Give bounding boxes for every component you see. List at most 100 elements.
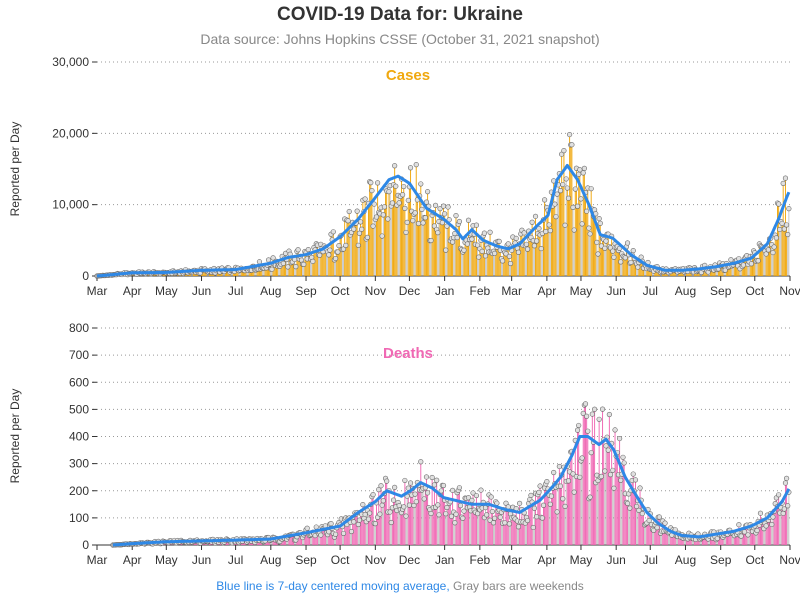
daily-bar [737, 532, 739, 545]
daily-marker [482, 253, 489, 259]
daily-bar [540, 248, 542, 276]
daily-marker [563, 176, 569, 182]
daily-bar [524, 523, 526, 545]
daily-marker [654, 525, 660, 531]
daily-bar [298, 258, 300, 276]
daily-bar [378, 212, 380, 276]
daily-marker [280, 260, 286, 266]
daily-bar [605, 241, 607, 276]
daily-bar [381, 505, 383, 545]
daily-marker [603, 238, 609, 244]
daily-bar [712, 269, 714, 276]
daily-bar [581, 223, 583, 276]
daily-bar [441, 485, 443, 545]
daily-bar [493, 251, 494, 276]
daily-bar [715, 539, 717, 545]
x-tick-label: Jan [435, 284, 454, 298]
daily-bar [404, 480, 406, 545]
daily-bar [511, 517, 513, 545]
daily-bar [513, 517, 515, 545]
daily-bar [767, 520, 769, 545]
daily-bar [386, 191, 388, 276]
daily-bar [474, 244, 476, 276]
daily-marker [552, 201, 558, 207]
x-tick-label: Nov [779, 284, 800, 298]
daily-marker [577, 167, 583, 173]
daily-bar [423, 498, 425, 545]
daily-marker [357, 219, 364, 225]
daily-bar [572, 207, 574, 276]
daily-marker [401, 183, 407, 190]
daily-bar [439, 494, 441, 545]
daily-marker [782, 175, 789, 181]
daily-bar [336, 252, 338, 276]
daily-marker [335, 249, 341, 255]
daily-bar [402, 509, 404, 545]
daily-marker [553, 214, 559, 220]
x-tick-label: Jul [643, 553, 658, 567]
daily-bar [636, 263, 638, 276]
daily-marker [406, 502, 413, 508]
daily-marker [359, 226, 365, 232]
daily-bar [569, 134, 571, 276]
daily-bar [628, 493, 630, 545]
x-tick-label: Sep [295, 553, 317, 567]
daily-bar [383, 206, 385, 276]
daily-marker [502, 520, 508, 526]
daily-bar [355, 514, 357, 545]
daily-bar [589, 233, 591, 276]
daily-marker [639, 510, 645, 517]
daily-marker [745, 532, 751, 538]
daily-bar [664, 523, 666, 545]
daily-bar [315, 243, 317, 276]
daily-marker [754, 527, 760, 534]
daily-bar [496, 247, 498, 276]
daily-bar [586, 416, 588, 545]
daily-bar [619, 438, 621, 545]
daily-bar [578, 425, 580, 545]
daily-bar [295, 266, 297, 276]
daily-marker [551, 469, 557, 476]
daily-bar [362, 200, 364, 276]
daily-marker [317, 252, 323, 258]
daily-bar [557, 486, 559, 545]
daily-marker [404, 219, 410, 225]
daily-bar [529, 499, 531, 545]
daily-marker [389, 200, 395, 206]
daily-marker [392, 484, 398, 490]
daily-marker [538, 245, 544, 252]
daily-bar [487, 504, 489, 545]
daily-bar [290, 262, 292, 276]
daily-marker [428, 237, 434, 244]
daily-bar [349, 234, 351, 276]
daily-bar [553, 472, 555, 545]
daily-bar [732, 533, 734, 545]
daily-bar [357, 245, 359, 276]
daily-bar [350, 531, 352, 545]
daily-bar [430, 240, 432, 276]
x-tick-label: Nov [779, 553, 800, 567]
daily-marker [570, 471, 576, 477]
daily-bar [616, 452, 618, 545]
daily-bar [732, 264, 734, 276]
daily-bar [561, 154, 563, 276]
daily-bar [747, 534, 749, 545]
daily-bar [635, 479, 636, 545]
daily-bar [290, 534, 292, 545]
daily-marker [521, 230, 527, 236]
daily-marker [412, 491, 418, 497]
daily-bar [678, 533, 680, 545]
daily-bar [320, 244, 322, 276]
daily-marker [392, 163, 398, 169]
daily-marker [437, 206, 443, 212]
daily-bar [339, 236, 341, 276]
daily-bar [600, 245, 602, 276]
daily-marker [348, 528, 355, 535]
daily-bar [556, 194, 558, 276]
daily-marker [572, 186, 578, 192]
daily-marker [524, 517, 531, 524]
daily-bar [788, 492, 790, 545]
daily-marker [599, 406, 606, 412]
daily-bar [731, 265, 733, 276]
daily-bar [752, 531, 753, 545]
